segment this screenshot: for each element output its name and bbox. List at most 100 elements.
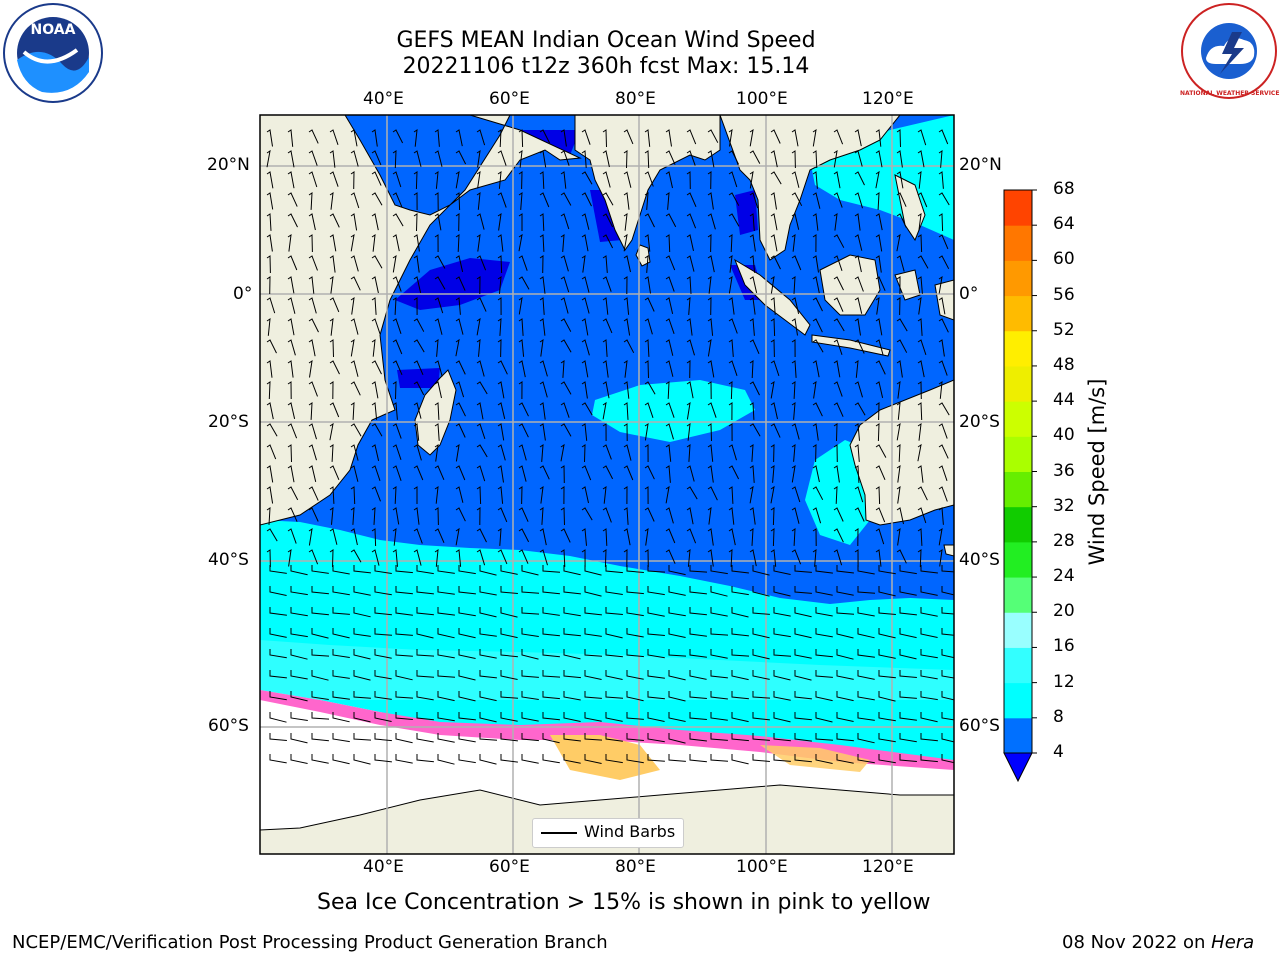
wind-barb — [371, 213, 379, 231]
wind-barb — [416, 586, 434, 595]
wind-barb — [374, 586, 392, 596]
wind-barb — [941, 586, 954, 596]
wind-barb — [644, 213, 655, 228]
wind-barb — [329, 402, 340, 418]
wind-barb — [665, 444, 672, 462]
wind-barb — [497, 423, 505, 441]
colorbar-tick-label: 4 — [1053, 742, 1064, 762]
map-frame — [259, 114, 955, 855]
lon-label-bottom: 40°E — [363, 857, 404, 877]
wind-barb — [605, 691, 624, 699]
wind-barb — [710, 670, 728, 679]
wind-barb — [794, 607, 812, 618]
wind-barb — [287, 276, 295, 294]
wind-barb — [581, 254, 586, 273]
wind-barb — [455, 129, 463, 147]
wind-barb — [836, 733, 854, 742]
wind-barb — [353, 712, 371, 723]
wind-barb — [476, 465, 486, 482]
wind-barb — [668, 733, 686, 744]
wind-barb — [728, 318, 738, 334]
wind-barb — [689, 607, 707, 616]
wind-barb — [476, 276, 481, 295]
wind-barb — [539, 465, 550, 480]
wind-barb — [665, 528, 676, 544]
wind-barb — [728, 381, 733, 400]
wind-barb — [665, 255, 676, 271]
wind-barb — [602, 485, 607, 504]
wind-barb — [308, 486, 319, 501]
wind-barb — [875, 423, 880, 442]
wind-barb — [521, 670, 539, 678]
wind-barb — [920, 565, 938, 574]
wind-barb — [773, 649, 792, 657]
wind-barb — [560, 255, 569, 272]
wind-barb — [563, 586, 581, 595]
wind-barb — [728, 423, 733, 442]
plot-title-line1: GEFS MEAN Indian Ocean Wind Speed — [396, 28, 816, 53]
wind-barb — [497, 171, 502, 189]
wind-barb — [752, 754, 770, 762]
wind-barb — [332, 733, 350, 743]
wind-barb — [644, 549, 649, 568]
wind-barb — [416, 565, 434, 575]
wind-barb — [752, 691, 771, 699]
wind-barb — [752, 733, 770, 741]
wind-barb — [476, 191, 481, 210]
wind-barb — [374, 670, 392, 680]
wind-barb — [665, 549, 676, 564]
wind-barb — [665, 276, 675, 292]
colorbar-tick-label: 8 — [1053, 706, 1064, 727]
wind-barb — [329, 275, 334, 294]
wind-barb — [311, 607, 329, 616]
wind-barb — [539, 213, 545, 231]
wind-barb — [812, 297, 823, 312]
wind-barb — [623, 486, 628, 505]
wind-barb — [479, 670, 497, 679]
wind-barb — [665, 171, 673, 189]
colorbar-segment — [1004, 541, 1032, 578]
wind-barb — [458, 607, 476, 617]
wind-barb — [605, 607, 623, 615]
wind-barb — [287, 402, 296, 420]
wind-barb — [371, 233, 376, 252]
wind-barb — [833, 444, 838, 463]
wind-barb — [815, 586, 833, 596]
colorbar-segment — [1004, 436, 1032, 472]
wind-barb — [395, 754, 413, 764]
wind-barb — [770, 275, 775, 294]
wind-barb — [350, 129, 358, 147]
wind-barb — [269, 565, 287, 574]
wind-barb — [353, 691, 371, 699]
wind-barb — [518, 213, 523, 231]
lon-label-top: 60°E — [489, 89, 530, 109]
lat-label-left: 20°S — [208, 412, 249, 432]
wind-barb — [875, 192, 880, 210]
wind-barb — [479, 628, 497, 637]
wind-barb — [521, 712, 539, 722]
wind-barb — [665, 339, 674, 356]
wind-barb — [497, 129, 502, 148]
wind-barb — [518, 296, 523, 315]
wind-barb — [896, 485, 901, 504]
wind-barb — [896, 171, 904, 189]
wind-barb — [584, 712, 602, 722]
wind-barb — [581, 507, 593, 521]
wind-barb — [371, 129, 378, 147]
colorbar — [1003, 189, 1037, 783]
wind-barb — [812, 486, 824, 501]
wind-barb — [686, 381, 694, 399]
wind-barb — [626, 670, 644, 680]
wind-barb — [875, 444, 887, 458]
wind-barb — [878, 565, 896, 575]
wind-barb — [791, 150, 796, 169]
wind-barb — [812, 402, 823, 417]
wind-barb — [917, 296, 922, 315]
wind-barb — [350, 528, 358, 546]
wind-barb — [371, 297, 377, 315]
wind-barb — [563, 754, 581, 764]
wind-barb — [455, 443, 460, 462]
colorbar-segment — [1004, 365, 1032, 402]
wind-barb — [707, 423, 712, 442]
